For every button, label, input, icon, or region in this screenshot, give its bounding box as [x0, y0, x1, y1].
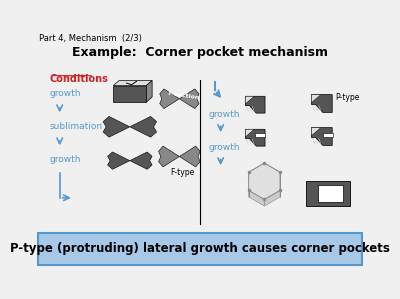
- Polygon shape: [158, 146, 179, 167]
- Text: growth: growth: [50, 89, 81, 98]
- Polygon shape: [312, 128, 321, 136]
- Polygon shape: [245, 96, 254, 104]
- Polygon shape: [130, 152, 152, 169]
- Text: P-type (protruding) lateral growth causes corner pockets: P-type (protruding) lateral growth cause…: [10, 242, 390, 255]
- Polygon shape: [249, 163, 264, 179]
- Polygon shape: [264, 190, 280, 206]
- Text: growth: growth: [50, 155, 81, 164]
- Polygon shape: [312, 94, 332, 112]
- Polygon shape: [245, 96, 265, 113]
- FancyBboxPatch shape: [38, 233, 362, 266]
- Text: Part 4, Mechanism  (2/3): Part 4, Mechanism (2/3): [39, 34, 142, 43]
- Polygon shape: [245, 129, 265, 146]
- Polygon shape: [160, 89, 179, 109]
- Polygon shape: [264, 163, 280, 179]
- Text: growth: growth: [208, 143, 240, 152]
- Polygon shape: [113, 86, 146, 102]
- Polygon shape: [146, 81, 152, 102]
- FancyBboxPatch shape: [318, 185, 343, 202]
- Text: Example:  Corner pocket mechanism: Example: Corner pocket mechanism: [72, 46, 328, 59]
- Text: sublimation: sublimation: [50, 122, 103, 131]
- Polygon shape: [249, 163, 280, 199]
- Polygon shape: [312, 128, 332, 145]
- Text: F-section: F-section: [167, 91, 200, 100]
- Text: growth: growth: [208, 110, 240, 119]
- Polygon shape: [312, 94, 321, 103]
- Text: F-type: F-type: [170, 168, 194, 177]
- Polygon shape: [108, 152, 130, 169]
- Polygon shape: [179, 89, 199, 109]
- Polygon shape: [103, 116, 130, 137]
- Polygon shape: [249, 190, 264, 206]
- FancyBboxPatch shape: [255, 133, 265, 137]
- Polygon shape: [113, 81, 152, 86]
- Text: Conditions: Conditions: [50, 74, 109, 84]
- Polygon shape: [130, 116, 156, 137]
- Polygon shape: [179, 146, 200, 167]
- FancyBboxPatch shape: [323, 133, 333, 137]
- Polygon shape: [245, 129, 254, 137]
- FancyBboxPatch shape: [306, 181, 350, 206]
- Text: P-type: P-type: [335, 93, 359, 102]
